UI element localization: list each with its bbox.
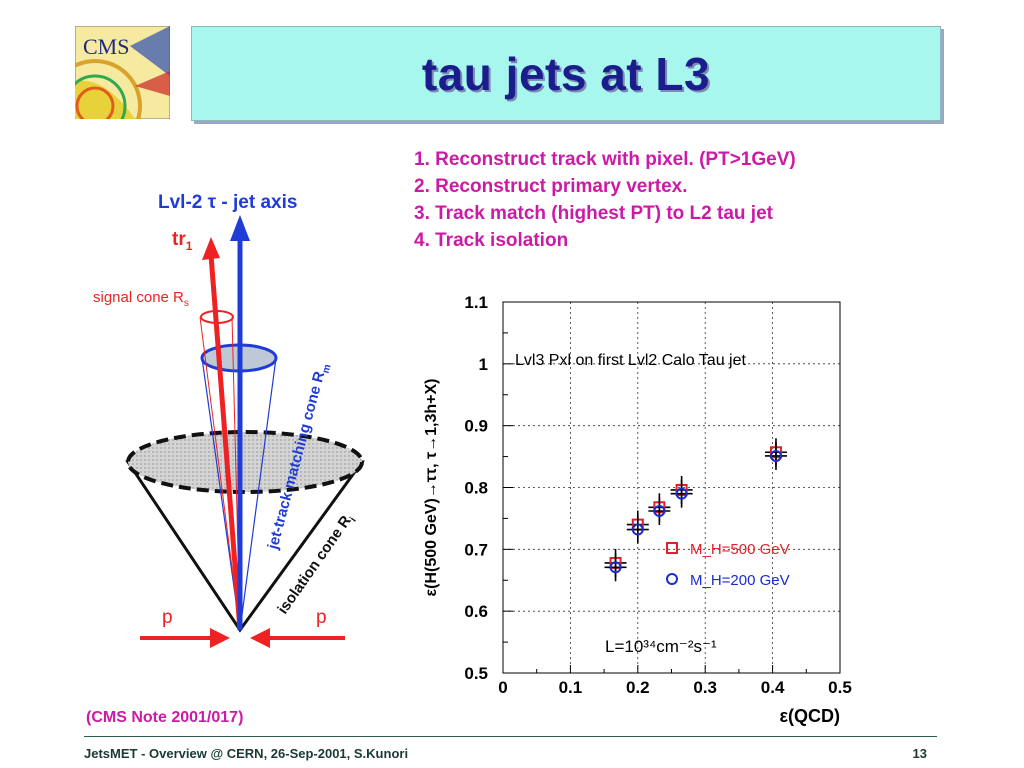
legend-label: M_H=200 GeV — [690, 572, 790, 589]
signal-cone-label: signal cone Rs — [93, 289, 189, 309]
isolation-cone — [125, 430, 365, 633]
svg-text:CMS: CMS — [83, 34, 129, 59]
step-2: 2. Reconstruct primary vertex. — [414, 176, 688, 197]
legend-marker-square — [666, 542, 678, 554]
y-axis-label: ε(H(500 GeV)→ττ, τ→1,3h+X) — [423, 379, 440, 597]
y-tick-label: 0.5 — [464, 664, 488, 683]
beam-label-right: p — [316, 607, 327, 628]
data-point-circle — [631, 523, 644, 536]
x-tick-label: 0 — [498, 678, 507, 697]
beam-label-left: p — [162, 607, 173, 628]
tau-cone-diagram: Lvl-2 τ - jet axis tr1 signal cone Rs je… — [93, 192, 365, 648]
cms-logo: CMS — [75, 26, 170, 119]
step-3: 3. Track match (highest PT) to L2 tau je… — [414, 203, 773, 224]
x-tick-label: 0.4 — [761, 678, 785, 697]
jet-axis-arrow — [230, 215, 250, 630]
luminosity-annotation: L=10³⁴cm⁻²s⁻¹ — [605, 637, 717, 656]
legend-marker-circle — [666, 573, 678, 585]
y-tick-label: 0.7 — [464, 540, 488, 559]
legend-label: M_H=500 GeV — [690, 541, 790, 558]
step-4: 4. Track isolation — [414, 230, 569, 251]
x-tick-label: 0.3 — [693, 678, 717, 697]
x-tick-label: 0.5 — [828, 678, 852, 697]
page-title: tau jets at L3 — [421, 48, 711, 100]
step-1: 1. Reconstruct track with pixel. (PT>1Ge… — [414, 149, 796, 170]
footer-text: JetsMET - Overview @ CERN, 26-Sep-2001, … — [84, 746, 409, 761]
data-point-circle — [675, 487, 688, 500]
beam-arrow-left — [140, 628, 230, 648]
plot-ticks: 0 0.1 0.2 0.3 0.4 0.5 0.5 0.6 0.7 0.8 0.9 1 1.1 — [464, 293, 851, 697]
citation: (CMS Note 2001/017) — [86, 709, 244, 726]
jet-axis-label: Lvl-2 τ - jet axis — [158, 192, 297, 213]
track-label: tr1 — [172, 229, 193, 253]
title-banner: tau jets at L3 — [191, 26, 941, 121]
chart-title: Lvl3 Pxl on first Lvl2 Calo Tau jet — [515, 352, 746, 369]
plot-points — [604, 438, 787, 582]
y-tick-label: 1.1 — [464, 293, 488, 312]
data-point-circle — [769, 449, 782, 462]
steps-list: 1. Reconstruct track with pixel. (PT>1Ge… — [414, 146, 796, 254]
page-number: 13 — [912, 746, 927, 761]
y-tick-label: 0.8 — [464, 479, 488, 498]
y-tick-label: 0.9 — [464, 417, 488, 436]
data-point-circle — [653, 504, 666, 517]
y-tick-label: 1 — [479, 355, 488, 374]
x-tick-label: 0.2 — [626, 678, 650, 697]
footer-divider — [84, 736, 937, 737]
x-axis-label: ε(QCD) — [779, 706, 840, 726]
track-arrow — [202, 237, 243, 631]
beam-arrow-right — [250, 628, 345, 648]
footer: JetsMET - Overview @ CERN, 26-Sep-2001, … — [84, 746, 937, 761]
efficiency-plot: 0 0.1 0.2 0.3 0.4 0.5 0.5 0.6 0.7 0.8 0.9 1 1.1 Lvl3… — [423, 293, 852, 726]
y-tick-label: 0.6 — [464, 602, 488, 621]
plot-legend: M_H=500 GeV M_H=200 GeV — [666, 541, 790, 589]
data-point-circle — [609, 561, 622, 574]
x-tick-label: 0.1 — [559, 678, 583, 697]
